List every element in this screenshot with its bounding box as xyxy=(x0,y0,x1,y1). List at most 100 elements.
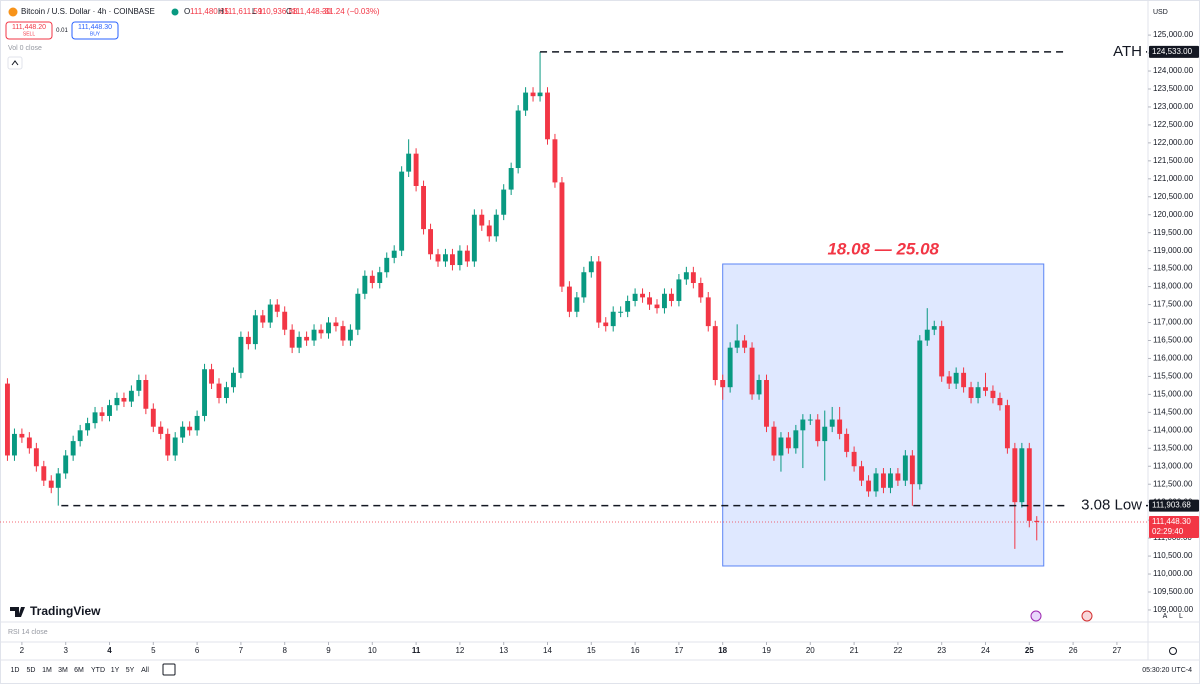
candle-body xyxy=(997,397,1003,406)
candle-body xyxy=(180,426,186,438)
candle-body xyxy=(245,336,251,345)
candle-body xyxy=(588,261,594,273)
candle-body xyxy=(304,336,310,341)
range-button[interactable]: 5D xyxy=(27,667,36,674)
x-tick-label: 27 xyxy=(1112,646,1121,655)
candle-body xyxy=(654,304,660,309)
candle-body xyxy=(77,430,83,442)
candle-body xyxy=(815,419,821,442)
price-line-label: ATH xyxy=(1113,43,1142,60)
symbol-title: Bitcoin / U.S. Dollar · 4h · COINBASE xyxy=(21,7,155,16)
x-tick-label: 16 xyxy=(631,646,640,655)
candle-body xyxy=(48,480,54,488)
candle-body xyxy=(260,315,266,323)
candle-body xyxy=(464,250,470,262)
candle-body xyxy=(355,293,361,330)
y-tick-label: 118,000.00 xyxy=(1153,282,1193,291)
market-status xyxy=(171,8,179,16)
candle-body xyxy=(661,293,667,309)
range-button[interactable]: 5Y xyxy=(126,667,135,674)
candle-body xyxy=(12,433,17,456)
axis-button[interactable]: A xyxy=(1163,613,1168,620)
candle-body xyxy=(318,329,324,334)
sell-button[interactable] xyxy=(5,21,53,40)
candle-body xyxy=(676,279,682,301)
candle-body xyxy=(457,250,463,266)
y-tick-label: 110,500.00 xyxy=(1153,551,1193,560)
candle-body xyxy=(552,139,558,183)
x-tick-label: 18 xyxy=(718,646,727,655)
candle-body xyxy=(523,92,529,111)
ohlc-label: O xyxy=(184,7,190,16)
candle-body xyxy=(296,336,302,348)
ohlc-value: 111,611.59 xyxy=(224,7,263,16)
range-button[interactable]: YTD xyxy=(91,667,105,674)
candle-body xyxy=(4,383,10,456)
candle-body xyxy=(289,329,295,348)
candle-body xyxy=(99,412,105,416)
countdown: 02:29:40 xyxy=(1152,527,1184,536)
y-tick-label: 115,000.00 xyxy=(1153,389,1193,398)
candle-body xyxy=(632,293,638,301)
candle-body xyxy=(888,473,893,488)
candle-body xyxy=(33,448,39,467)
y-tick-label: 123,500.00 xyxy=(1153,84,1194,93)
price-tag xyxy=(1149,499,1199,512)
candle-body xyxy=(493,214,499,237)
candle-body xyxy=(114,397,120,406)
y-tick-label: 109,000.00 xyxy=(1153,605,1194,614)
candle-body xyxy=(596,261,602,323)
range-button[interactable]: 1D xyxy=(11,667,20,674)
candle-body xyxy=(931,326,937,330)
candle-body xyxy=(428,229,434,255)
candle-body xyxy=(1034,520,1040,522)
x-tick-label: 26 xyxy=(1069,646,1078,655)
axis-button[interactable]: L xyxy=(1179,613,1183,620)
range-button[interactable]: 6M xyxy=(74,667,84,674)
x-tick-label: 13 xyxy=(499,646,508,655)
range-button[interactable]: All xyxy=(141,667,149,674)
y-tick-label: 123,000.00 xyxy=(1153,102,1194,111)
ohlc-value: 111,448.30 xyxy=(292,7,331,16)
flag-icon[interactable] xyxy=(1081,610,1093,622)
calendar-icon[interactable] xyxy=(162,663,176,676)
candle-body xyxy=(669,293,674,301)
range-button[interactable]: 1M xyxy=(42,667,52,674)
candle-body xyxy=(859,466,865,481)
settings-icon[interactable] xyxy=(1169,647,1177,655)
candle-body xyxy=(946,376,952,384)
y-tick-label: 119,000.00 xyxy=(1153,246,1193,255)
candle-body xyxy=(734,340,740,348)
candle-body xyxy=(267,304,273,323)
buy-button[interactable] xyxy=(71,21,119,40)
y-tick-label: 116,500.00 xyxy=(1153,336,1193,345)
candle-body xyxy=(764,380,769,427)
event-icon[interactable] xyxy=(1030,610,1042,622)
y-tick-label: 121,500.00 xyxy=(1153,156,1194,165)
candle-body xyxy=(209,369,215,384)
x-tick-label: 25 xyxy=(1025,646,1034,655)
candle-body xyxy=(216,383,222,398)
candle-body xyxy=(1019,448,1025,503)
sell-price: 111,448.20 xyxy=(12,24,46,31)
candle-body xyxy=(873,473,879,492)
candle-body xyxy=(640,293,645,298)
buy-label: BUY xyxy=(90,31,101,37)
candle-body xyxy=(1004,405,1010,449)
spread: 0.01 xyxy=(56,28,68,34)
candle-body xyxy=(486,225,492,237)
candle-body xyxy=(450,254,455,266)
x-tick-label: 10 xyxy=(368,646,377,655)
x-tick-label: 11 xyxy=(412,646,421,655)
currency: USD xyxy=(1153,9,1168,16)
indicator-legend: Vol 0 close xyxy=(8,45,42,52)
candle-body xyxy=(274,304,280,312)
range-button[interactable]: 1Y xyxy=(111,667,120,674)
range-button[interactable]: 3M xyxy=(58,667,68,674)
collapse-button[interactable] xyxy=(7,56,23,70)
candle-body xyxy=(85,423,91,431)
candle-body xyxy=(909,455,915,485)
price-tag-label: 124,533.00 xyxy=(1152,47,1193,56)
